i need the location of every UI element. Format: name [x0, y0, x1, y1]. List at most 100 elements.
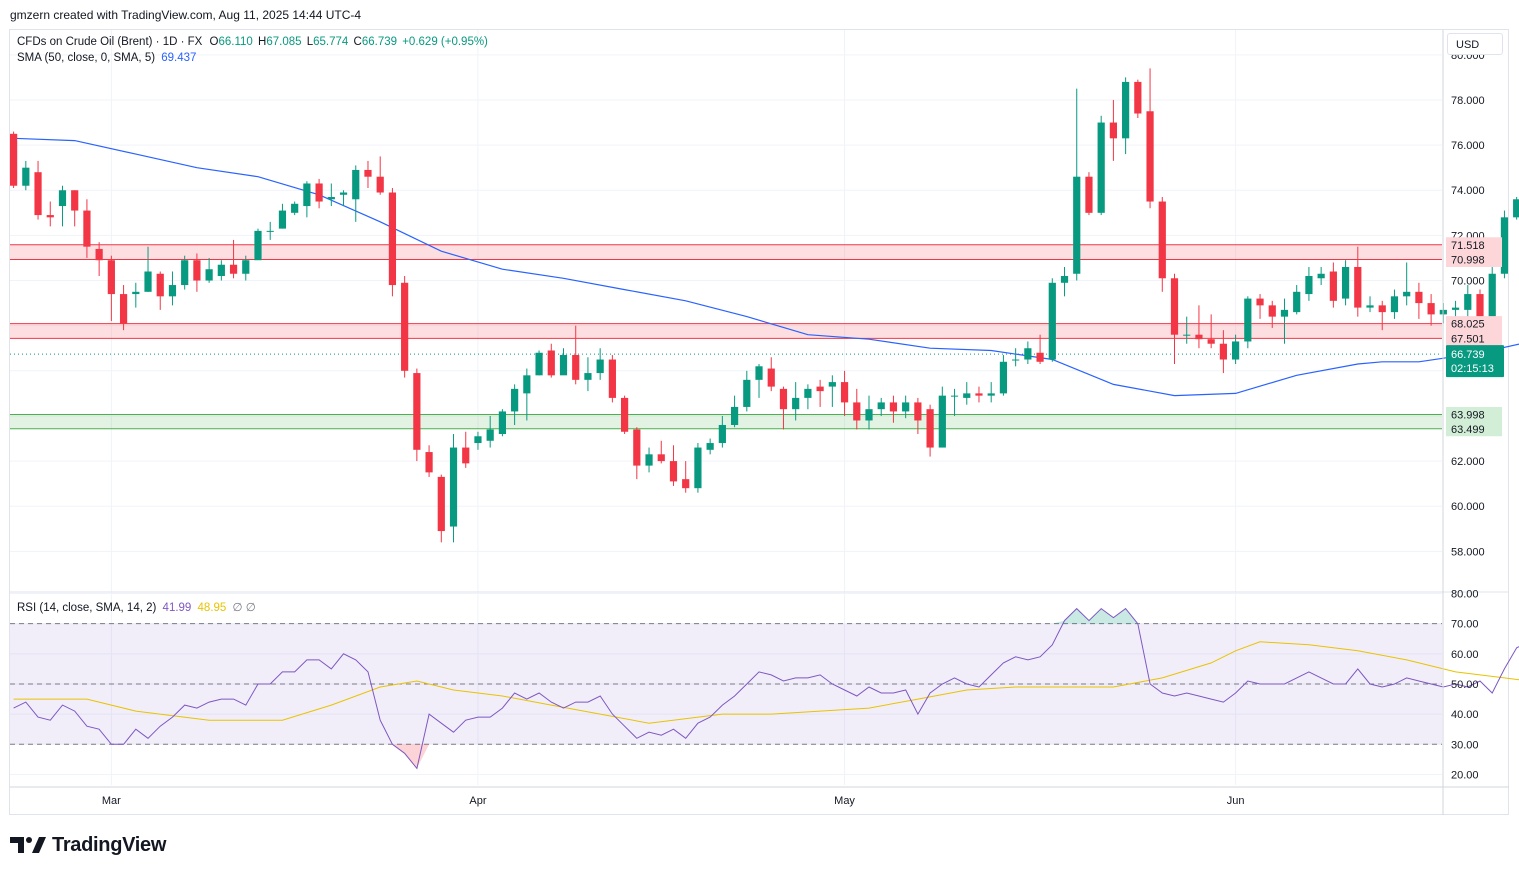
candle [1158, 197, 1166, 292]
resistance-zone-price-label: 67.501 [1451, 333, 1485, 345]
candle [388, 187, 397, 297]
candle-body [1500, 217, 1509, 274]
resistance-zone-price-badge [1446, 330, 1502, 346]
candle [767, 357, 775, 392]
candle-body [71, 190, 79, 211]
candle-body [193, 260, 201, 281]
sma-label: SMA (50, close, 0, SMA, 5) [17, 52, 156, 64]
price-tick-label: 58.000 [1451, 546, 1485, 558]
rsi-line [13, 607, 1519, 770]
price-tick-label: 76.000 [1451, 140, 1485, 152]
candle-body [83, 210, 91, 247]
candle [926, 404, 934, 457]
candle-body [1146, 111, 1154, 202]
candle [1219, 330, 1227, 374]
candle [535, 350, 543, 376]
candle-body [865, 409, 873, 421]
candle-body [486, 429, 494, 441]
candle [1305, 266, 1313, 301]
header-attribution: gmzern created with TradingView.com, Aug… [10, 8, 362, 22]
candle [1268, 300, 1276, 328]
support-zone-price-badge [1446, 421, 1502, 437]
candle-body [1280, 309, 1289, 317]
candle [83, 199, 91, 258]
rsi-overbought-fill [1101, 608, 1114, 624]
high-value: 67.085 [266, 36, 302, 48]
candle-body [657, 454, 665, 462]
candle-body [1207, 339, 1215, 344]
candle [1085, 172, 1093, 216]
candle [1048, 278, 1056, 362]
rsi-overbought-fill [1113, 608, 1126, 624]
candle-body [853, 402, 861, 421]
candle-body [950, 395, 959, 397]
candle [474, 431, 482, 450]
candle [1488, 266, 1496, 322]
candle [132, 282, 140, 308]
candle-body [1464, 294, 1472, 310]
candle [889, 395, 898, 423]
candle [1317, 266, 1325, 286]
candle [1451, 300, 1460, 317]
candle-body [1329, 271, 1337, 301]
candle [413, 368, 421, 462]
candle-body [1415, 291, 1423, 304]
currency-button[interactable]: USD [1447, 33, 1503, 55]
candle-body [645, 454, 653, 466]
candle [217, 260, 225, 281]
candle [303, 181, 311, 218]
candle [193, 253, 201, 292]
candle-body [352, 169, 360, 200]
candle-body [291, 203, 299, 213]
candle-body [132, 291, 140, 295]
candle [1183, 316, 1191, 344]
candle [1293, 285, 1301, 315]
support-zone-price-badge [1446, 406, 1502, 422]
rsi-ma-value: 48.95 [197, 602, 227, 614]
candle [511, 384, 519, 425]
candle [596, 348, 604, 380]
sma-legend: SMA (50, close, 0, SMA, 5) 69.437 [17, 52, 196, 64]
resistance-zone-price-label: 70.998 [1451, 255, 1485, 267]
rsi-overbought-fill [1088, 608, 1102, 624]
candle [1403, 262, 1411, 306]
candle [633, 427, 641, 480]
candle [1244, 296, 1252, 349]
candle [914, 397, 922, 435]
rsi-value: 41.99 [162, 602, 192, 614]
candle [107, 255, 115, 322]
candle [865, 395, 873, 430]
candle-body [1085, 176, 1093, 213]
candle-body [706, 443, 714, 450]
candle [706, 438, 714, 455]
candle [743, 370, 751, 412]
candle-body [755, 366, 763, 380]
candle-body [22, 167, 30, 186]
candle [621, 395, 629, 435]
time-axis-label: May [834, 795, 855, 807]
chart-frame [9, 29, 1509, 815]
candle [1195, 305, 1203, 349]
candle-body [425, 452, 433, 473]
candle-body [1183, 334, 1191, 336]
candle-body [1451, 307, 1460, 310]
candle-body [266, 230, 274, 232]
low-label: L [306, 36, 314, 48]
candle [168, 271, 177, 306]
candle [792, 382, 800, 421]
rsi-overbought-fill [1076, 608, 1089, 624]
candle-body [1366, 305, 1374, 308]
close-label: C [353, 36, 362, 48]
candle-body [1403, 291, 1411, 297]
candle [1329, 262, 1337, 308]
tradingview-logo[interactable]: TradingView [10, 833, 166, 857]
candle-body [1354, 266, 1362, 308]
candle [205, 257, 213, 283]
candle-body [902, 402, 910, 412]
candle-body [718, 424, 726, 444]
candle [266, 221, 274, 240]
candle-body [1134, 81, 1142, 114]
candle [1390, 289, 1399, 319]
candle [1232, 334, 1240, 365]
